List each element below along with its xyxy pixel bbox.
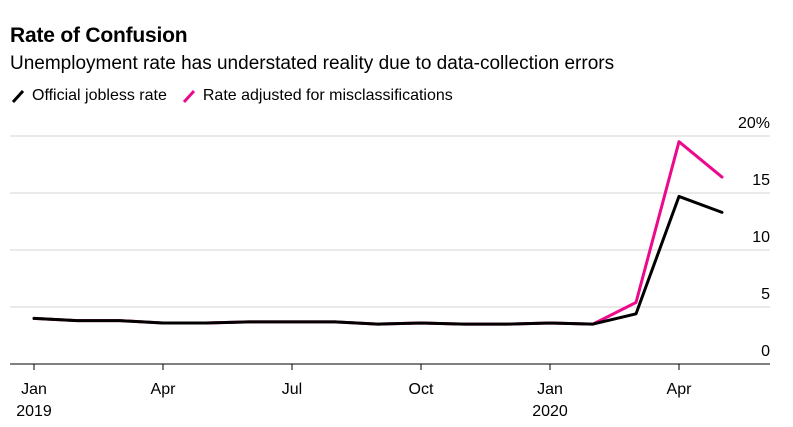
y-tick-label-20: 20%	[738, 115, 770, 132]
x-tick-label-0: Jan	[21, 381, 47, 398]
series-line-official	[32, 194, 724, 326]
x-tick-label-5: Apr	[667, 381, 693, 398]
x-tick-label-4: Jan	[537, 381, 563, 398]
x-tick-label-3: Oct	[409, 381, 434, 398]
x-tick-label-2: Jul	[282, 381, 302, 398]
legend-swatch-adjusted	[182, 89, 195, 104]
chart-title: Rate of Confusion	[10, 24, 188, 47]
legend-swatch-official	[11, 89, 25, 104]
x-tick-year-4: 2020	[532, 403, 568, 420]
chart-legend: Official jobless rate Rate adjusted for …	[10, 87, 467, 105]
x-tick-label-1: Apr	[151, 381, 177, 398]
y-tick-label-0: 0	[761, 343, 770, 360]
legend-item-official: Official jobless rate	[10, 87, 167, 105]
legend-label-adjusted: Rate adjusted for misclassifications	[202, 87, 453, 104]
y-tick-label-5: 5	[761, 286, 770, 303]
y-tick-label-15: 15	[752, 172, 770, 189]
x-tick-year-0: 2019	[16, 403, 52, 420]
chart-subtitle: Unemployment rate has understated realit…	[10, 53, 615, 74]
y-tick-label-10: 10	[752, 229, 770, 246]
legend-label-official: Official jobless rate	[32, 87, 167, 104]
series-line-adjusted	[32, 140, 724, 326]
legend-item-adjusted: Rate adjusted for misclassifications	[181, 87, 453, 105]
